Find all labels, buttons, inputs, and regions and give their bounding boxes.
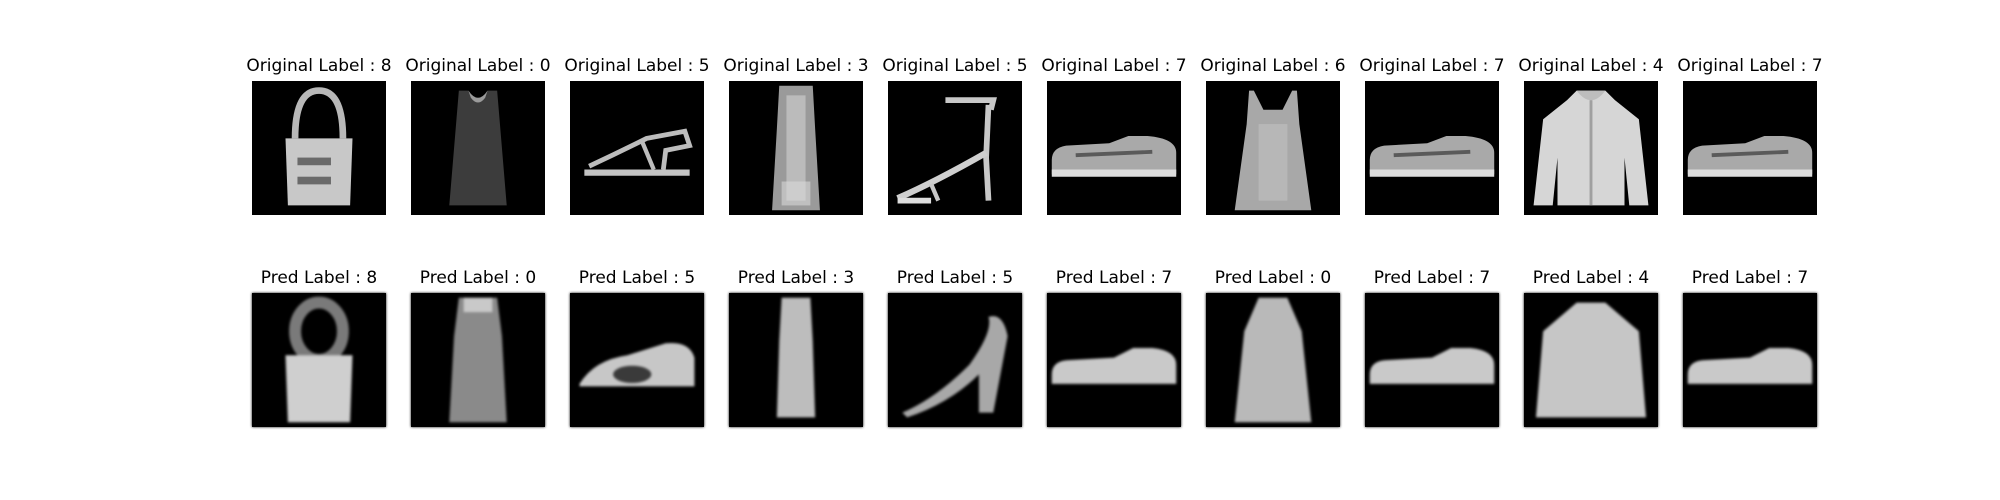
pred-label-3: Pred Label : 5: [578, 268, 696, 288]
original-label-10: Original Label : 7: [1677, 56, 1823, 76]
original-label-5: Original Label : 5: [882, 56, 1028, 76]
original-label-7: Original Label : 6: [1200, 56, 1346, 76]
pred-label-5: Pred Label : 5: [896, 268, 1014, 288]
original-image-2: [411, 81, 545, 215]
original-label-1: Original Label : 8: [246, 56, 392, 76]
original-image-4: [729, 81, 863, 215]
original-label-3: Original Label : 5: [564, 56, 710, 76]
original-image-1: [252, 81, 386, 215]
original-label-8: Original Label : 7: [1359, 56, 1505, 76]
pred-image-9: [1524, 293, 1658, 427]
original-label-9: Original Label : 4: [1518, 56, 1664, 76]
original-label-2: Original Label : 0: [405, 56, 551, 76]
pred-image-3: [570, 293, 704, 427]
pred-image-4: [729, 293, 863, 427]
pred-label-8: Pred Label : 7: [1373, 268, 1491, 288]
pred-image-7: [1206, 293, 1340, 427]
original-label-6: Original Label : 7: [1041, 56, 1187, 76]
original-image-8: [1365, 81, 1499, 215]
pred-label-4: Pred Label : 3: [737, 268, 855, 288]
original-image-6: [1047, 81, 1181, 215]
original-image-10: [1683, 81, 1817, 215]
original-image-9: [1524, 81, 1658, 215]
pred-label-1: Pred Label : 8: [260, 268, 378, 288]
pred-label-10: Pred Label : 7: [1691, 268, 1809, 288]
pred-label-9: Pred Label : 4: [1532, 268, 1650, 288]
pred-label-7: Pred Label : 0: [1214, 268, 1332, 288]
pred-image-6: [1047, 293, 1181, 427]
pred-image-5: [888, 293, 1022, 427]
original-image-3: [570, 81, 704, 215]
pred-image-1: [252, 293, 386, 427]
pred-image-10: [1683, 293, 1817, 427]
pred-image-2: [411, 293, 545, 427]
original-label-4: Original Label : 3: [723, 56, 869, 76]
pred-label-2: Pred Label : 0: [419, 268, 537, 288]
pred-image-8: [1365, 293, 1499, 427]
pred-label-6: Pred Label : 7: [1055, 268, 1173, 288]
original-image-5: [888, 81, 1022, 215]
original-image-7: [1206, 81, 1340, 215]
